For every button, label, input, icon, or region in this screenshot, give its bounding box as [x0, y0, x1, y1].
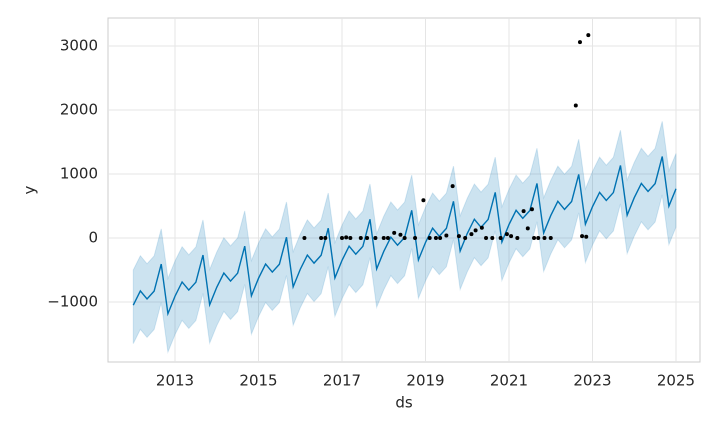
observed-point	[469, 232, 474, 237]
observed-point	[479, 225, 484, 230]
observed-point	[398, 232, 403, 237]
observed-point	[373, 236, 378, 240]
observed-point	[463, 236, 468, 240]
x-tick-label: 2021	[490, 372, 528, 390]
observed-point	[536, 236, 541, 240]
observed-point	[532, 236, 537, 240]
observed-point	[302, 236, 307, 240]
observed-point	[456, 234, 461, 239]
observed-point	[344, 235, 349, 240]
observed-point	[548, 236, 553, 240]
observed-point	[515, 236, 520, 240]
observed-point	[473, 228, 478, 233]
observed-point	[340, 236, 345, 240]
y-tick-label: 1000	[60, 165, 98, 183]
observed-point	[381, 236, 386, 240]
y-tick-label: −1000	[47, 293, 98, 311]
observed-point	[444, 233, 449, 238]
observed-point	[413, 236, 418, 240]
observed-point	[484, 236, 489, 240]
observed-point	[580, 234, 585, 239]
observed-point	[577, 40, 582, 45]
y-tick-label: 0	[88, 229, 98, 247]
observed-point	[521, 209, 526, 214]
observed-point	[509, 234, 514, 239]
x-tick-label: 2015	[239, 372, 277, 390]
x-tick-label: 2017	[323, 372, 361, 390]
plot-area	[107, 17, 701, 363]
observed-point	[498, 236, 503, 240]
x-tick-label: 2023	[573, 372, 611, 390]
observed-point	[490, 236, 495, 240]
x-tick-label: 2013	[156, 372, 194, 390]
x-axis-label: ds	[395, 394, 413, 412]
observed-point	[358, 236, 363, 240]
observed-point	[323, 236, 328, 240]
observed-point	[450, 184, 455, 189]
x-tick-label: 2025	[657, 372, 695, 390]
y-axis-label: y	[21, 185, 39, 194]
observed-point	[427, 236, 432, 240]
observed-point	[392, 230, 397, 235]
observed-point	[529, 207, 534, 212]
observed-point	[504, 232, 509, 237]
observed-point	[319, 236, 324, 240]
observed-point	[584, 234, 589, 239]
observed-point	[402, 236, 407, 240]
observed-point	[365, 236, 370, 240]
observed-point	[525, 226, 530, 231]
observed-point	[421, 198, 426, 203]
observed-point	[542, 236, 547, 240]
observed-point	[438, 236, 443, 240]
observed-point	[348, 236, 353, 240]
observed-point	[586, 33, 591, 38]
observed-point	[433, 236, 438, 240]
x-tick-label: 2019	[406, 372, 444, 390]
observed-point	[573, 103, 578, 108]
y-tick-label: 2000	[60, 101, 98, 119]
y-tick-label: 3000	[60, 37, 98, 55]
observed-point	[385, 236, 390, 240]
